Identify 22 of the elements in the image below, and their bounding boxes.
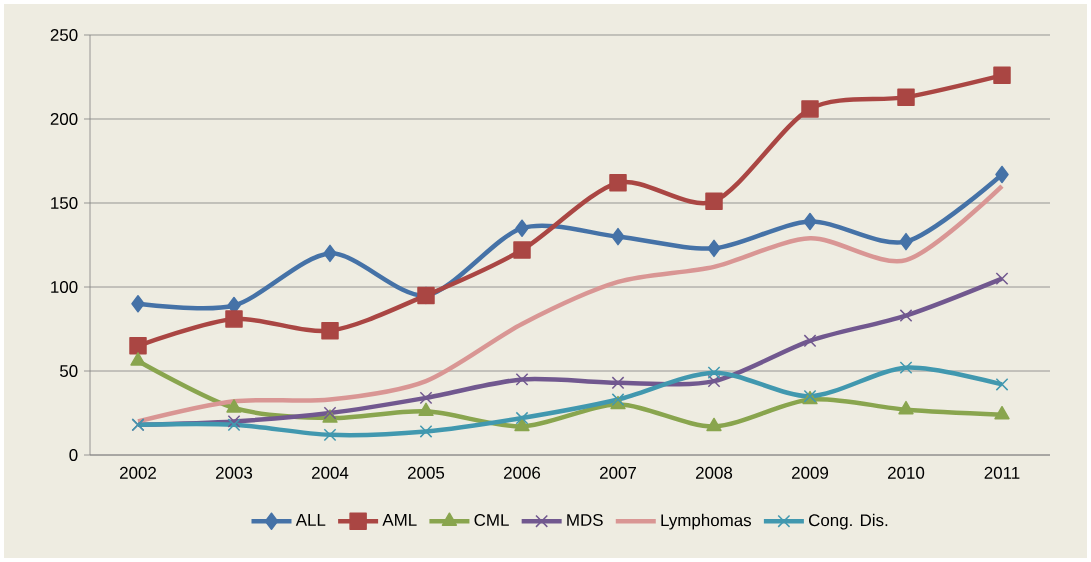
legend-label: Lymphomas (661, 513, 752, 530)
x-tick-label: 2005 (408, 466, 445, 479)
x-tick-label: 2006 (504, 466, 541, 479)
legend-label: CML (474, 514, 509, 527)
x-tick-label: 2004 (312, 466, 349, 479)
legend-label: Cong. Dis. (808, 513, 888, 530)
y-tick-label: 200 (50, 113, 78, 125)
y-tick-label: 0 (69, 449, 78, 461)
y-tick-label: 250 (50, 29, 78, 41)
legend-label: AML (382, 514, 417, 526)
legend-label: ALL (295, 514, 326, 526)
x-tick-label: 2009 (792, 466, 829, 479)
x-tick-label: 2002 (120, 466, 156, 479)
x-tick-label: 2007 (600, 466, 636, 479)
y-tick-label: 50 (59, 365, 78, 377)
legend-label: MDS (567, 514, 603, 527)
x-tick-label: 2003 (216, 466, 253, 479)
y-tick-label: 150 (51, 197, 78, 209)
x-tick-label: 2010 (888, 466, 925, 479)
y-tick-label: 100 (51, 281, 78, 293)
x-tick-label: 2011 (984, 466, 1020, 479)
x-tick-label: 2008 (696, 466, 733, 479)
